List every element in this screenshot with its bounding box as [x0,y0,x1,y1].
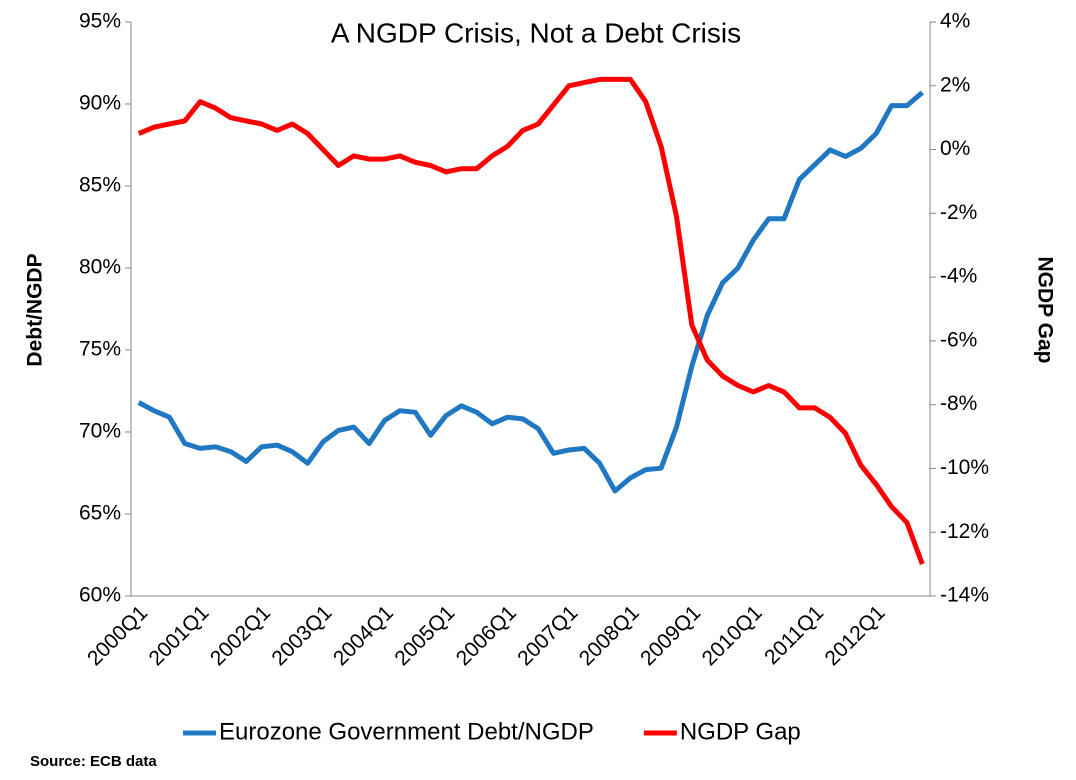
y-tick-label: 85% [79,174,121,197]
x-tick-label: 2007Q1 [513,601,582,670]
x-tick-label: 2010Q1 [698,601,767,670]
x-tick-label: 2001Q1 [144,601,213,670]
y-tick-label: 95% [79,10,121,33]
y-tick-label: 75% [79,338,121,361]
y2-axis-title: NGDP Gap [1033,257,1056,364]
legend-label: Eurozone Government Debt/NGDP [219,718,594,745]
y-tick-label: 65% [79,502,121,525]
x-tick-label: 2005Q1 [390,601,459,670]
x-tick-label: 2011Q1 [760,601,828,669]
x-tick-label: 2004Q1 [329,601,398,670]
data-line [137,76,925,565]
data-line [137,90,924,494]
x-tick-label: 2000Q1 [83,601,152,670]
x-tick-label: 2002Q1 [206,601,275,670]
y-tick-label: 90% [79,92,121,115]
source-note: Source: ECB data [30,753,157,770]
x-tick-label: 2003Q1 [267,601,336,670]
y2-tick-label: -8% [940,392,977,415]
x-tick-label: 2008Q1 [575,601,644,670]
y-tick-label: 70% [79,420,121,443]
x-tick-label: 2012Q1 [821,601,890,670]
y2-tick-label: 2% [940,73,970,96]
y2-tick-label: -4% [940,265,977,288]
x-tick-label: 2006Q1 [452,601,521,670]
y2-tick-label: 4% [940,10,970,33]
y2-tick-label: -2% [940,201,977,224]
y2-tick-label: 0% [940,137,970,160]
y2-tick-label: -14% [940,584,989,607]
y2-tick-label: -12% [940,520,989,543]
y2-tick-label: -10% [940,456,989,479]
legend-label: NGDP Gap [680,718,801,745]
y-axis-title: Debt/NGDP [24,253,47,366]
chart-title: A NGDP Crisis, Not a Debt Crisis [331,17,741,48]
x-tick-label: 2009Q1 [636,601,705,670]
y-tick-label: 60% [79,584,121,607]
y2-tick-label: -6% [940,328,977,351]
y-tick-label: 80% [79,256,121,279]
